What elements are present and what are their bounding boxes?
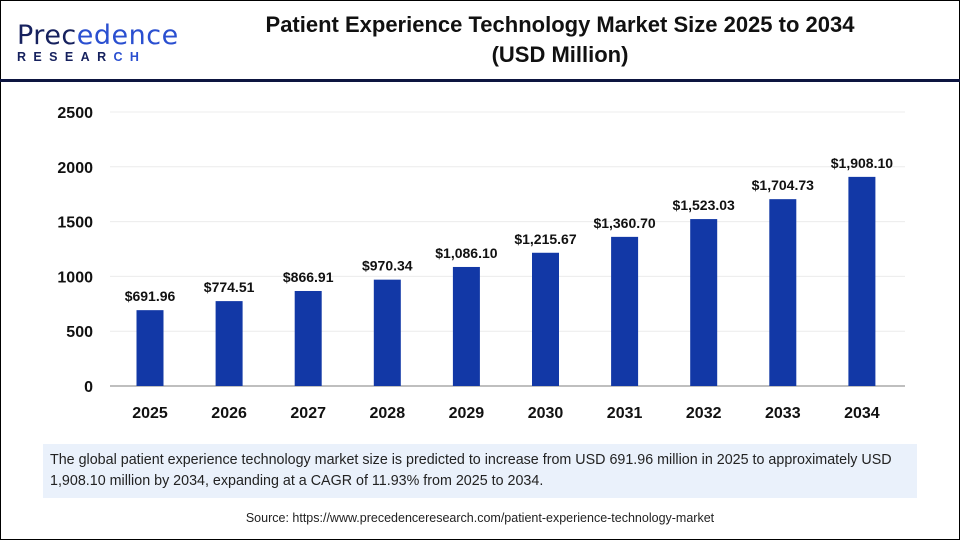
x-tick-label: 2025 <box>132 405 168 422</box>
bar <box>136 310 164 386</box>
x-tick-label: 2029 <box>449 405 485 422</box>
x-tick-label: 2034 <box>844 405 880 422</box>
chart-title: Patient Experience Technology Market Siz… <box>200 10 920 70</box>
data-label: $1,086.10 <box>435 245 497 261</box>
bar <box>215 301 243 386</box>
bar <box>769 199 797 386</box>
data-label: $691.96 <box>125 288 176 304</box>
data-label: $1,908.10 <box>831 155 893 171</box>
y-tick-label: 0 <box>84 379 93 396</box>
x-tick-label: 2030 <box>528 405 564 422</box>
x-tick-label: 2033 <box>765 405 801 422</box>
title-line-1: Patient Experience Technology Market Siz… <box>265 12 855 37</box>
bar <box>373 279 401 386</box>
bar <box>532 252 559 386</box>
source-text: Source: https://www.precedenceresearch.c… <box>245 511 715 525</box>
bar-chart: 0 500 1000 1500 2000 2500 $691.96 2025 $774.51 20… <box>57 105 905 422</box>
data-label: $1,523.03 <box>673 197 735 213</box>
data-label: $1,360.70 <box>593 215 655 231</box>
data-label: $970.34 <box>362 258 413 274</box>
x-tick-label: 2026 <box>211 405 247 422</box>
data-label: $774.51 <box>204 279 255 295</box>
x-tick-label: 2032 <box>686 405 722 422</box>
data-label: $866.91 <box>283 269 334 285</box>
bar <box>452 266 480 386</box>
y-tick-label: 2500 <box>57 105 93 122</box>
bar <box>848 176 876 386</box>
x-tick-label: 2031 <box>607 405 643 422</box>
bar <box>690 219 718 386</box>
y-tick-label: 1500 <box>57 215 93 232</box>
y-tick-label: 500 <box>66 324 93 341</box>
bar <box>294 290 322 386</box>
data-label: $1,704.73 <box>752 177 814 193</box>
x-tick-label: 2028 <box>370 405 406 422</box>
y-tick-label: 1000 <box>57 269 93 286</box>
header-divider <box>0 79 960 82</box>
bar <box>611 236 639 386</box>
x-tick-label: 2027 <box>290 405 326 422</box>
summary-note: The global patient experience technology… <box>43 444 917 498</box>
title-line-2: (USD Million) <box>491 42 629 67</box>
y-tick-label: 2000 <box>57 160 93 177</box>
data-label: $1,215.67 <box>514 231 576 247</box>
precedence-research-logo: Precedence RESEARCH <box>17 20 179 64</box>
